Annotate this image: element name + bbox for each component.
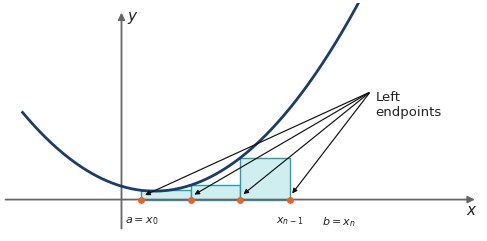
Bar <box>141 190 191 200</box>
Text: x: x <box>467 203 475 218</box>
Bar <box>240 158 290 200</box>
Text: y: y <box>127 9 136 24</box>
Bar <box>191 185 240 200</box>
Text: $x_{n-1}$: $x_{n-1}$ <box>276 215 303 227</box>
Text: Left
endpoints: Left endpoints <box>375 91 442 119</box>
Text: $b = x_n$: $b = x_n$ <box>322 215 356 229</box>
Text: $a = x_0$: $a = x_0$ <box>125 215 158 227</box>
